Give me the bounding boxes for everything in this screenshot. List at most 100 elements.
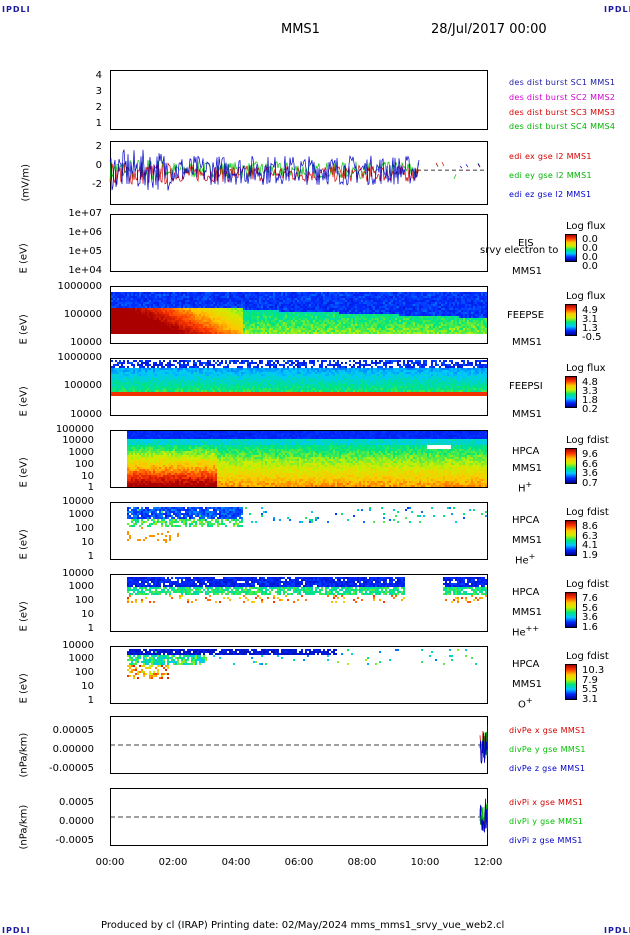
feeps-ion-cell	[231, 382, 233, 384]
feeps-electron-cell	[369, 312, 371, 314]
feeps-electron-cell	[477, 298, 479, 300]
feeps-ion-cell	[119, 386, 121, 388]
feeps-electron-cell	[409, 296, 411, 298]
feeps-electron-cell	[349, 328, 351, 330]
feeps-electron-cell	[383, 322, 385, 324]
feeps-electron-cell	[409, 322, 411, 324]
feeps-electron-cell	[225, 298, 227, 300]
feeps-electron-cell	[347, 306, 349, 308]
feeps-electron-cell	[341, 318, 343, 320]
feeps-ion-cell	[199, 374, 201, 376]
feeps-electron-cell	[335, 330, 337, 332]
feeps-electron-cell	[409, 332, 411, 334]
feeps-ion-cell	[151, 392, 153, 394]
feeps-ion-cell	[199, 362, 201, 364]
feeps-electron-cell	[167, 310, 169, 312]
feeps-electron-cell	[361, 316, 363, 318]
feeps-electron-cell	[217, 328, 219, 330]
feeps-electron-cell	[207, 312, 209, 314]
feeps-ion-cell	[171, 374, 173, 376]
feeps-electron-cell	[185, 328, 187, 330]
feeps-electron-cell	[287, 294, 289, 296]
feeps-ion-cell	[141, 388, 143, 390]
feeps-ion-cell	[145, 370, 147, 372]
feeps-electron-cell	[401, 332, 403, 334]
feeps-ion-cell	[123, 382, 125, 384]
feeps-ion-cell	[133, 368, 135, 370]
feeps-electron-cell	[161, 330, 163, 332]
feeps-electron-cell	[419, 328, 421, 330]
feeps-electron-cell	[345, 302, 347, 304]
feeps-electron-cell	[325, 322, 327, 324]
feeps-electron-cell	[439, 326, 441, 328]
feeps-electron-cell	[335, 302, 337, 304]
feeps-electron-cell	[377, 308, 379, 310]
feeps-electron-cell	[283, 310, 285, 312]
feeps-electron-cell	[285, 318, 287, 320]
feeps-electron-cell	[419, 320, 421, 322]
feeps-ion-cell	[167, 394, 169, 396]
feeps-electron-cell	[335, 332, 337, 334]
feeps-ion-cell	[169, 386, 171, 388]
feeps-electron-cell	[127, 316, 129, 318]
feeps-ion-cell	[197, 360, 199, 362]
feeps-electron-cell	[403, 320, 405, 322]
feeps-electron-cell	[217, 332, 219, 334]
feeps-electron-cell	[285, 320, 287, 322]
feeps-ion-cell	[185, 384, 187, 386]
feeps-electron-cell	[243, 304, 245, 306]
feeps-ion-cell	[213, 380, 215, 382]
feeps-electron-cell	[411, 312, 413, 314]
feeps-electron-cell	[295, 320, 297, 322]
feeps-ion-cell	[167, 380, 169, 382]
feeps-ion-cell	[123, 370, 125, 372]
feeps-electron-cell	[155, 304, 157, 306]
feeps-electron-cell	[155, 326, 157, 328]
feeps-electron-cell	[235, 296, 237, 298]
feeps-electron-cell	[155, 296, 157, 298]
feeps-electron-cell	[477, 328, 479, 330]
feeps-electron-cell	[479, 320, 481, 322]
feeps-electron-cell	[115, 308, 117, 310]
feeps-ion-cell	[111, 386, 113, 388]
feeps-ion-cell	[117, 384, 119, 386]
feeps-electron-cell	[403, 332, 405, 334]
feeps-electron-cell	[393, 328, 395, 330]
feeps-electron-cell	[293, 294, 295, 296]
feeps-electron-cell	[407, 328, 409, 330]
feeps-electron-cell	[457, 322, 459, 324]
feeps-electron-cell	[459, 326, 461, 328]
feeps-electron-cell	[385, 324, 387, 326]
feeps-ion-cell	[199, 368, 201, 370]
feeps-electron-cell	[243, 326, 245, 328]
feeps-electron-cell	[123, 306, 125, 308]
feeps-ion-cell	[217, 384, 219, 386]
feeps-electron-cell	[485, 294, 487, 296]
feeps-electron-cell	[481, 316, 483, 318]
feeps-electron-cell	[461, 324, 463, 326]
feeps-ion-cell	[211, 386, 213, 388]
feeps-electron-cell	[389, 314, 391, 316]
feeps-electron-cell	[387, 314, 389, 316]
feeps-electron-cell	[143, 302, 145, 304]
feeps-electron-cell	[313, 294, 315, 296]
feeps-electron-cell	[207, 308, 209, 310]
feeps-electron-cell	[149, 292, 151, 294]
feeps-ion-cell	[177, 386, 179, 388]
feeps-electron-cell	[369, 318, 371, 320]
feeps-electron-cell	[181, 302, 183, 304]
feeps-electron-cell	[459, 304, 461, 306]
feeps-electron-cell	[259, 304, 261, 306]
feeps-electron-cell	[425, 318, 427, 320]
feeps-electron-cell	[461, 310, 463, 312]
feeps-electron-cell	[133, 318, 135, 320]
feeps-electron-cell	[353, 308, 355, 310]
feeps-electron-cell	[437, 332, 439, 334]
feeps-electron-cell	[247, 324, 249, 326]
feeps-electron-cell	[355, 324, 357, 326]
feeps-electron-cell	[485, 300, 487, 302]
feeps-electron-cell	[125, 326, 127, 328]
feeps-electron-cell	[137, 318, 139, 320]
feeps-electron-cell	[395, 298, 397, 300]
feeps-ion-cell	[181, 384, 183, 386]
